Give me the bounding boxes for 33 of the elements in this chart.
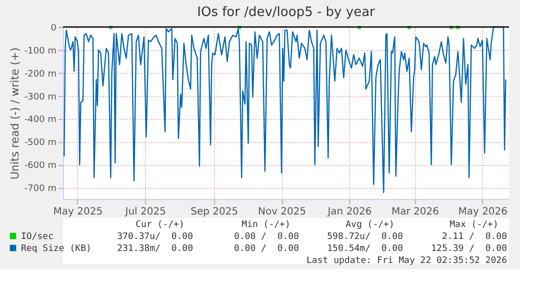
text: 2.11 / 0.00 bbox=[442, 232, 507, 242]
line-series bbox=[64, 26, 506, 193]
text: 0.00 / 0.00 bbox=[234, 244, 299, 254]
text: Last update: Fri May 22 02:35:52 2026 bbox=[306, 256, 507, 266]
chart-title: IOs for /dev/loop5 - by year bbox=[197, 5, 376, 20]
y-tick-label: 0 bbox=[50, 24, 57, 34]
text: 231.38m/ 0.00 bbox=[117, 244, 193, 254]
text: 598.72u/ 0.00 bbox=[327, 232, 403, 242]
y-tick-label: -100 m bbox=[24, 46, 56, 56]
y-tick-label: -500 m bbox=[24, 138, 56, 148]
text: Avg (-/+) bbox=[346, 220, 394, 230]
y-tick-label: -700 m bbox=[24, 184, 56, 194]
y-tick-label: -600 m bbox=[24, 161, 56, 172]
x-tick-label: May 2025 bbox=[53, 206, 103, 218]
legend-label: IO/sec bbox=[21, 232, 54, 242]
x-tick-label: Jan 2026 bbox=[326, 206, 372, 218]
x-tick-label: Mar 2026 bbox=[391, 206, 439, 218]
x-tick-label: May 2026 bbox=[458, 206, 508, 218]
x-tick-label: Sep 2025 bbox=[190, 206, 238, 218]
text: Min (-/+) bbox=[242, 220, 290, 230]
legend-label: Req Size (KB) bbox=[21, 244, 92, 254]
text: Max (-/+) bbox=[450, 220, 498, 230]
text: Cur (-/+) bbox=[136, 220, 184, 230]
y-tick-label: -300 m bbox=[24, 92, 56, 102]
text: 125.39 / 0.00 bbox=[431, 244, 507, 254]
x-tick-label: Nov 2025 bbox=[258, 206, 306, 218]
text: 370.37u/ 0.00 bbox=[117, 232, 193, 242]
y-tick-label: -400 m bbox=[24, 115, 56, 126]
text: 150.54m/ 0.00 bbox=[327, 244, 403, 254]
y-axis-title: Units read (-) / write (+) bbox=[8, 47, 22, 180]
text: 0.00 / 0.00 bbox=[234, 232, 299, 242]
x-tick-label: Jul 2025 bbox=[124, 206, 166, 218]
y-tick-label: -200 m bbox=[24, 69, 56, 80]
